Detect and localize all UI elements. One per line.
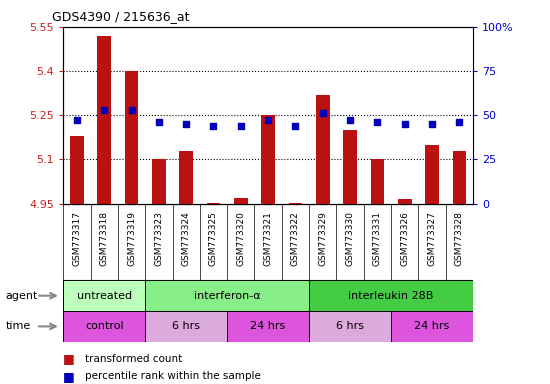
- Text: GSM773329: GSM773329: [318, 211, 327, 266]
- Text: GSM773319: GSM773319: [127, 211, 136, 266]
- Bar: [227, 311, 309, 342]
- Bar: [152, 159, 166, 204]
- Point: [209, 123, 218, 129]
- Point: [455, 119, 464, 125]
- Bar: [343, 130, 357, 204]
- Bar: [63, 311, 145, 342]
- Bar: [261, 115, 275, 204]
- Text: GSM773323: GSM773323: [155, 211, 163, 266]
- Text: GSM773321: GSM773321: [263, 211, 273, 266]
- Text: 6 hrs: 6 hrs: [336, 321, 364, 331]
- Point: [100, 107, 109, 113]
- Text: GSM773328: GSM773328: [455, 211, 464, 266]
- Bar: [145, 311, 227, 342]
- Text: GSM773324: GSM773324: [182, 211, 191, 266]
- Point: [264, 118, 273, 124]
- Bar: [97, 36, 111, 204]
- Bar: [309, 311, 391, 342]
- Text: GSM773325: GSM773325: [209, 211, 218, 266]
- Text: GDS4390 / 215636_at: GDS4390 / 215636_at: [52, 10, 190, 23]
- Text: 24 hrs: 24 hrs: [250, 321, 286, 331]
- Text: GSM773320: GSM773320: [236, 211, 245, 266]
- Text: GSM773326: GSM773326: [400, 211, 409, 266]
- Text: control: control: [85, 321, 124, 331]
- Point: [155, 119, 163, 125]
- Point: [400, 121, 409, 127]
- Text: 24 hrs: 24 hrs: [414, 321, 450, 331]
- Bar: [63, 280, 145, 311]
- Text: agent: agent: [6, 291, 38, 301]
- Bar: [309, 280, 473, 311]
- Point: [346, 118, 355, 124]
- Text: 6 hrs: 6 hrs: [172, 321, 200, 331]
- Bar: [391, 311, 473, 342]
- Bar: [453, 151, 466, 204]
- Text: GSM773318: GSM773318: [100, 211, 109, 266]
- Text: GSM773330: GSM773330: [345, 211, 355, 266]
- Bar: [145, 280, 309, 311]
- Point: [127, 107, 136, 113]
- Bar: [316, 94, 329, 204]
- Bar: [70, 136, 84, 204]
- Text: ■: ■: [63, 353, 79, 366]
- Point: [236, 123, 245, 129]
- Text: GSM773327: GSM773327: [427, 211, 437, 266]
- Text: interleukin 28B: interleukin 28B: [348, 291, 434, 301]
- Point: [373, 119, 382, 125]
- Bar: [234, 198, 248, 204]
- Bar: [179, 151, 193, 204]
- Point: [428, 121, 437, 127]
- Point: [318, 110, 327, 116]
- Point: [182, 121, 191, 127]
- Bar: [425, 145, 439, 204]
- Point: [73, 118, 81, 124]
- Text: percentile rank within the sample: percentile rank within the sample: [85, 371, 261, 381]
- Bar: [125, 71, 139, 204]
- Text: untreated: untreated: [76, 291, 132, 301]
- Text: interferon-α: interferon-α: [194, 291, 261, 301]
- Point: [291, 123, 300, 129]
- Text: GSM773317: GSM773317: [73, 211, 81, 266]
- Text: time: time: [6, 321, 31, 331]
- Text: GSM773322: GSM773322: [291, 211, 300, 266]
- Bar: [398, 199, 411, 204]
- Text: transformed count: transformed count: [85, 354, 183, 364]
- Bar: [371, 159, 384, 204]
- Text: ■: ■: [63, 370, 79, 383]
- Text: GSM773331: GSM773331: [373, 211, 382, 266]
